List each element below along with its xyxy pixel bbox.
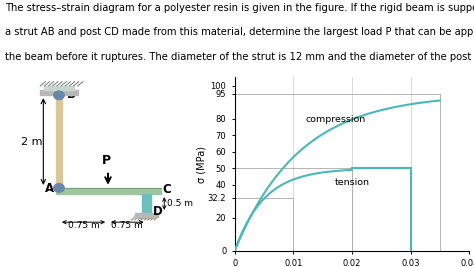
- Ellipse shape: [136, 214, 157, 219]
- Bar: [142, 194, 151, 213]
- Text: D: D: [153, 206, 163, 218]
- Text: 0.75 m: 0.75 m: [68, 221, 100, 230]
- Bar: [56, 188, 161, 194]
- Bar: [135, 213, 158, 217]
- Circle shape: [54, 184, 64, 192]
- Text: P: P: [102, 154, 111, 167]
- Text: the beam before it ruptures. The diameter of the strut is 12 mm and the diameter: the beam before it ruptures. The diamete…: [5, 52, 474, 62]
- Bar: [40, 90, 78, 95]
- Text: a strut AB and post CD made from this material, determine the largest load P tha: a strut AB and post CD made from this ma…: [5, 27, 474, 37]
- Text: 0.75 m: 0.75 m: [111, 221, 143, 230]
- Text: C: C: [163, 183, 172, 196]
- Bar: [56, 95, 62, 188]
- Text: 0.5 m: 0.5 m: [167, 199, 193, 208]
- Text: 2 m: 2 m: [21, 137, 43, 147]
- Text: B: B: [67, 88, 76, 101]
- Bar: [45, 86, 73, 90]
- Text: compression: compression: [305, 115, 365, 124]
- Text: tension: tension: [334, 178, 369, 187]
- Circle shape: [54, 91, 64, 100]
- Y-axis label: σ (MPa): σ (MPa): [196, 146, 206, 183]
- Text: The stress–strain diagram for a polyester resin is given in the figure. If the r: The stress–strain diagram for a polyeste…: [5, 3, 474, 13]
- Text: A: A: [46, 182, 55, 195]
